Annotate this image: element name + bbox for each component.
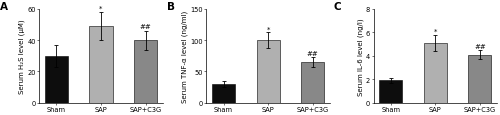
Text: A: A xyxy=(0,2,8,12)
Bar xyxy=(90,27,112,103)
Text: ##: ## xyxy=(474,44,486,50)
Y-axis label: Serum TNF-α level (ng/ml): Serum TNF-α level (ng/ml) xyxy=(182,11,188,102)
Bar xyxy=(468,55,491,103)
Text: B: B xyxy=(167,2,175,12)
Bar xyxy=(134,41,157,103)
Y-axis label: Serum IL-6 level (ng/l): Serum IL-6 level (ng/l) xyxy=(357,18,364,95)
Bar xyxy=(379,81,402,103)
Text: C: C xyxy=(334,2,342,12)
Text: *: * xyxy=(266,26,270,32)
Y-axis label: Serum H₂S level (μM): Serum H₂S level (μM) xyxy=(18,19,25,93)
Text: *: * xyxy=(100,5,102,11)
Text: ##: ## xyxy=(307,51,318,57)
Bar xyxy=(45,56,68,103)
Bar xyxy=(212,84,235,103)
Bar xyxy=(301,63,324,103)
Bar xyxy=(256,41,280,103)
Text: ##: ## xyxy=(140,24,151,30)
Bar xyxy=(424,44,447,103)
Text: *: * xyxy=(434,29,437,35)
